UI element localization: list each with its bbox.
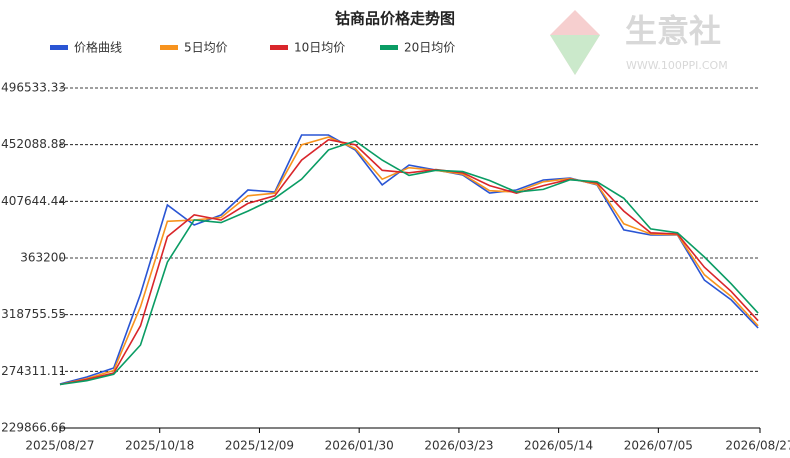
x-tick-label: 2026/07/05 — [624, 439, 693, 453]
watermark-name: 生意社 — [625, 12, 721, 50]
legend-label: 价格曲线 — [74, 40, 122, 55]
x-tick-label: 2026/05/14 — [524, 439, 593, 453]
series-line — [59, 140, 759, 386]
y-tick-label: 229866.66 — [1, 421, 66, 435]
y-tick-label: 363200 — [20, 251, 66, 265]
x-tick-label: 2025/08/27 — [25, 439, 94, 453]
y-tick-label: 496533.33 — [1, 81, 66, 95]
x-tick-label: 2026/08/27 — [725, 439, 790, 453]
legend-swatch — [270, 45, 288, 50]
y-tick-label: 407644.44 — [1, 194, 66, 208]
y-tick-label: 318755.55 — [1, 307, 66, 321]
legend-label: 10日均价 — [294, 41, 345, 55]
series-line — [59, 138, 759, 386]
logo — [550, 10, 600, 75]
x-tick-label: 2025/12/09 — [225, 439, 294, 453]
y-tick-label: 274311.11 — [1, 364, 66, 378]
legend-swatch — [380, 45, 398, 50]
series-line — [59, 136, 759, 386]
x-tick-label: 2026/03/23 — [424, 439, 493, 453]
x-tick-label: 2026/01/30 — [325, 439, 394, 453]
series-line — [59, 134, 759, 385]
x-tick-label: 2025/10/18 — [125, 439, 194, 453]
logo-shape — [550, 35, 600, 75]
legend-swatch — [50, 45, 68, 50]
y-tick-label: 452088.88 — [1, 137, 66, 151]
logo-shape — [550, 10, 600, 75]
watermark-url: WWW.100PPI.COM — [626, 59, 728, 72]
chart-title: 钴商品价格走势图 — [335, 10, 455, 28]
legend-swatch — [160, 45, 178, 50]
legend-label: 5日均价 — [184, 41, 228, 55]
legend-label: 20日均价 — [404, 41, 455, 55]
